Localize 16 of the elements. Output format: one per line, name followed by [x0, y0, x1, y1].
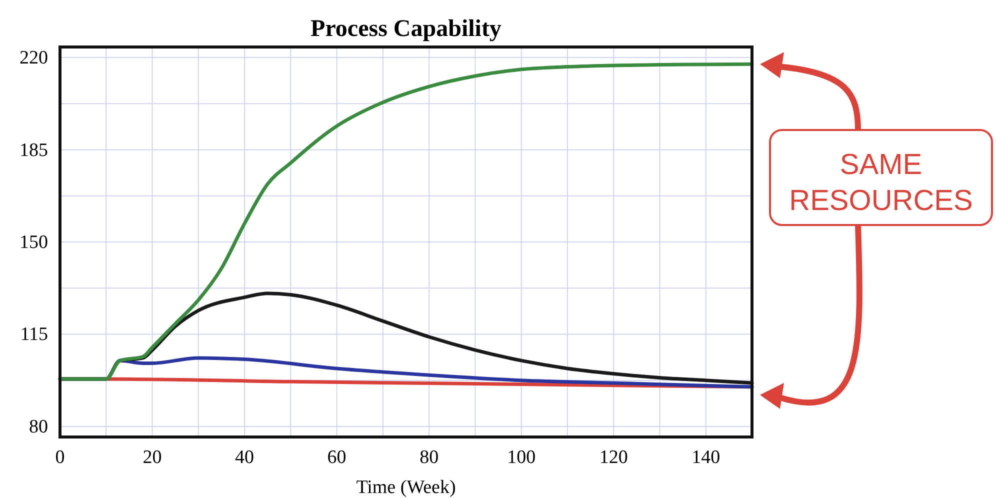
x-tick-label: 60	[327, 447, 346, 468]
x-axis-title: Time (Week)	[356, 477, 456, 498]
x-tick-label: 80	[420, 447, 439, 468]
x-tick-label: 140	[692, 447, 720, 468]
y-tick-label: 220	[20, 48, 48, 69]
text: SAME RESOURCES	[789, 149, 973, 217]
x-tick-label: 0	[55, 447, 65, 468]
x-tick-label: 40	[235, 447, 254, 468]
y-tick-label: 115	[20, 324, 48, 346]
chart-title: Process Capability	[310, 16, 502, 42]
x-tick-label: 120	[599, 447, 628, 468]
y-tick-label: 185	[20, 140, 48, 161]
y-tick-label: 150	[20, 232, 48, 253]
x-tick-label: 20	[142, 447, 162, 468]
x-tick-label: 100	[507, 447, 536, 468]
y-tick-label: 80	[29, 416, 48, 438]
